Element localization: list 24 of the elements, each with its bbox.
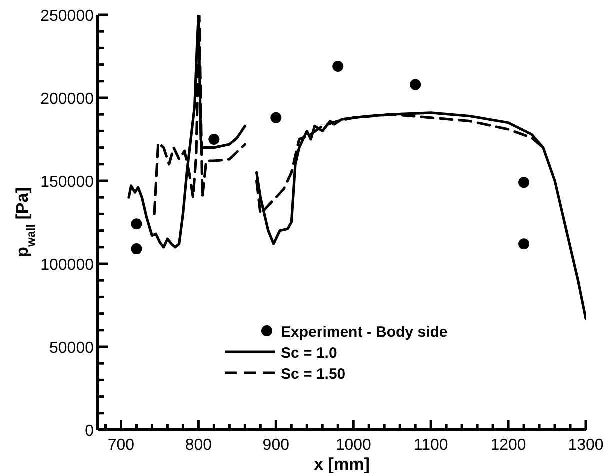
point [518, 177, 530, 188]
point [131, 244, 142, 255]
legend-label: Experiment - Body side [281, 324, 448, 341]
x-tick-label: 1200 [490, 437, 526, 454]
point [131, 218, 142, 230]
x-tick-label: 1100 [414, 437, 448, 454]
y-tick-label: 250000 [40, 8, 94, 25]
x-tick-label: 900 [262, 437, 290, 454]
legend-label: Sc = 1.50 [281, 366, 346, 383]
y-tick-label: 100000 [40, 257, 94, 274]
point [410, 79, 422, 90]
y-tick-label: 50000 [50, 340, 94, 357]
point [208, 134, 220, 145]
point [270, 112, 282, 124]
y-tick-label: 0 [85, 423, 94, 440]
y-tick-label: 200000 [40, 91, 94, 108]
legend-label: Sc = 1.0 [281, 345, 338, 362]
point [518, 238, 530, 250]
x-tick-label: 1300 [568, 437, 604, 454]
x-tick-label: 1000 [336, 437, 372, 454]
x-tick-label: 800 [185, 437, 212, 454]
y-tick-label: 150000 [40, 174, 94, 191]
point [332, 60, 344, 72]
x-tick-label: 700 [108, 437, 135, 454]
